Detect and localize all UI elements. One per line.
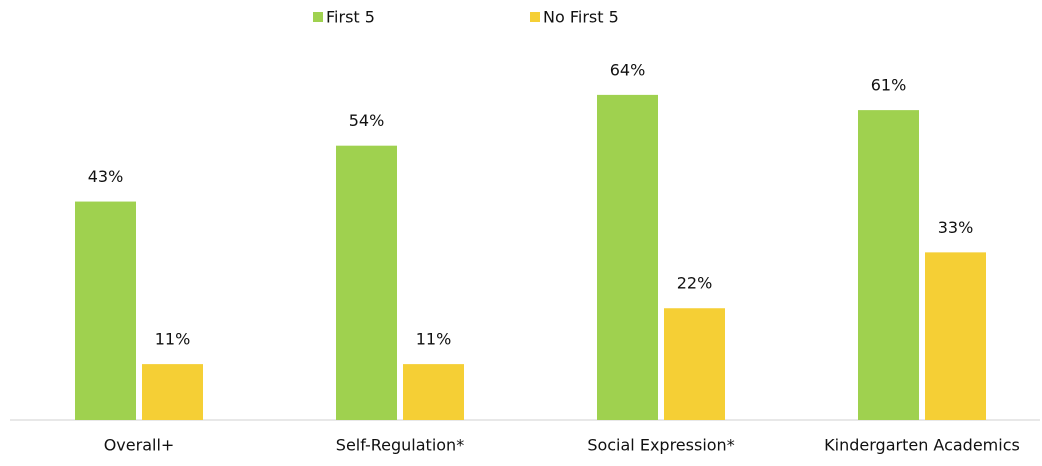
value-label: 64% [610, 60, 646, 79]
bar [858, 110, 919, 421]
legend-label: First 5 [326, 8, 375, 27]
value-label: 33% [938, 218, 974, 237]
bar [403, 364, 464, 420]
bar [664, 308, 725, 420]
bar [597, 94, 658, 420]
x-tick-label: Self-Regulation* [336, 436, 464, 455]
bar [336, 145, 397, 420]
legend-label: No First 5 [543, 8, 619, 27]
value-label: 43% [88, 167, 124, 186]
legend-swatch [313, 12, 323, 22]
value-label: 11% [416, 330, 452, 349]
x-tick-label: Kindergarten Academics [824, 436, 1020, 455]
value-label: 54% [349, 111, 385, 130]
bar [75, 201, 136, 420]
value-label: 61% [871, 76, 907, 95]
value-label: 11% [155, 330, 191, 349]
legend-swatch [530, 12, 540, 22]
x-tick-label: Social Expression* [587, 436, 734, 455]
bar [925, 252, 986, 420]
x-tick-label: Overall+ [104, 436, 175, 455]
value-label: 22% [677, 274, 713, 293]
bar [142, 364, 203, 420]
